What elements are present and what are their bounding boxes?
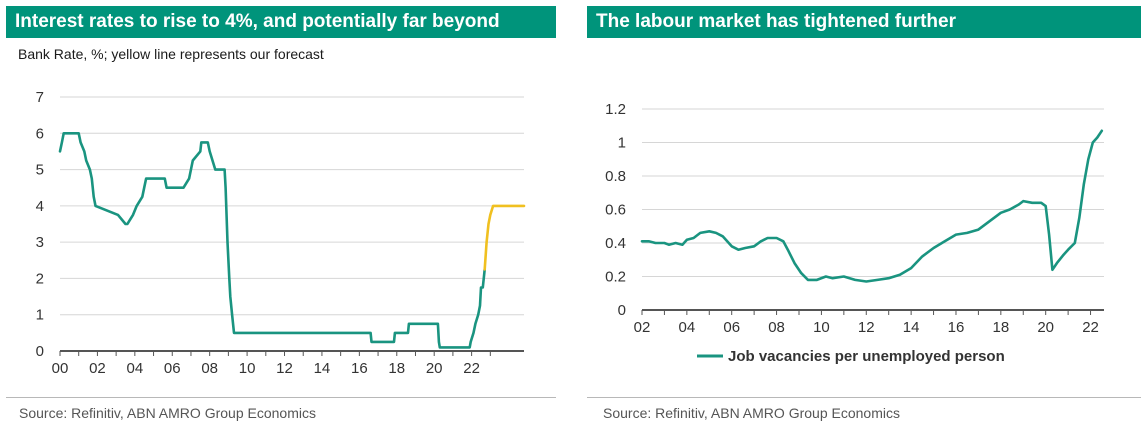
- y-tick-label: 5: [36, 162, 44, 179]
- left-chart-subtitle: Bank Rate, %; yellow line represents our…: [18, 46, 324, 62]
- left-source-divider: [6, 397, 556, 398]
- y-tick-label: 3: [36, 234, 44, 251]
- x-tick-label: 14: [903, 319, 920, 336]
- x-tick-label: 04: [126, 360, 143, 377]
- x-tick-label: 06: [164, 360, 181, 377]
- x-tick-label: 14: [314, 360, 331, 377]
- right-chart-plot: 0 0.2 0.4 0.6 0.8 1 1.2 02 04 06 08 10 12 14 16 18 20 22 J…: [605, 101, 1104, 365]
- y-tick-label: 7: [36, 89, 44, 106]
- x-tick-label: 20: [426, 360, 443, 377]
- x-tick-label: 02: [634, 319, 651, 336]
- left-series-line: [58, 132, 487, 349]
- x-tick-label: 22: [463, 360, 480, 377]
- x-tick-label: 06: [723, 319, 740, 336]
- x-tick-label: 16: [351, 360, 368, 377]
- y-tick-label: 1: [36, 307, 44, 324]
- right-series-line: [640, 129, 1104, 283]
- x-tick-label: 12: [276, 360, 293, 377]
- y-tick-label: 0.2: [605, 269, 626, 286]
- x-tick-label: 12: [858, 319, 875, 336]
- y-tick-label: 4: [36, 198, 44, 215]
- y-tick-label: 2: [36, 270, 44, 287]
- y-tick-label: 0.8: [605, 168, 626, 185]
- x-tick-label: 08: [768, 319, 785, 336]
- left-forecast-line: [483, 204, 526, 271]
- y-tick-label: 0.4: [605, 235, 626, 252]
- x-tick-label: 02: [89, 360, 106, 377]
- x-tick-label: 00: [52, 360, 69, 377]
- x-tick-label: 22: [1082, 319, 1099, 336]
- right-source-divider: [587, 397, 1141, 398]
- right-chart-title: The labour market has tightened further: [587, 6, 1141, 38]
- right-chart-panel: The labour market has tightened further …: [587, 0, 1146, 432]
- y-tick-label: 1: [618, 135, 626, 152]
- x-tick-label: 10: [813, 319, 830, 336]
- x-tick-label: 08: [201, 360, 218, 377]
- left-chart-source: Source: Refinitiv, ABN AMRO Group Econom…: [19, 405, 316, 421]
- right-chart-source: Source: Refinitiv, ABN AMRO Group Econom…: [603, 405, 900, 421]
- x-tick-label: 20: [1037, 319, 1054, 336]
- x-tick-label: 16: [948, 319, 965, 336]
- left-chart-panel: Interest rates to rise to 4%, and potent…: [0, 0, 560, 432]
- y-tick-label: 6: [36, 125, 44, 142]
- x-tick-label: 04: [679, 319, 696, 336]
- x-tick-label: 18: [388, 360, 405, 377]
- x-tick-label: 18: [992, 319, 1009, 336]
- left-chart-title: Interest rates to rise to 4%, and potent…: [6, 6, 556, 38]
- legend-label: Job vacancies per unemployed person: [728, 348, 1005, 365]
- y-tick-label: 1.2: [605, 101, 626, 118]
- y-tick-label: 0.6: [605, 202, 626, 219]
- y-tick-label: 0: [36, 343, 44, 360]
- y-tick-label: 0: [618, 302, 626, 319]
- x-tick-label: 10: [239, 360, 256, 377]
